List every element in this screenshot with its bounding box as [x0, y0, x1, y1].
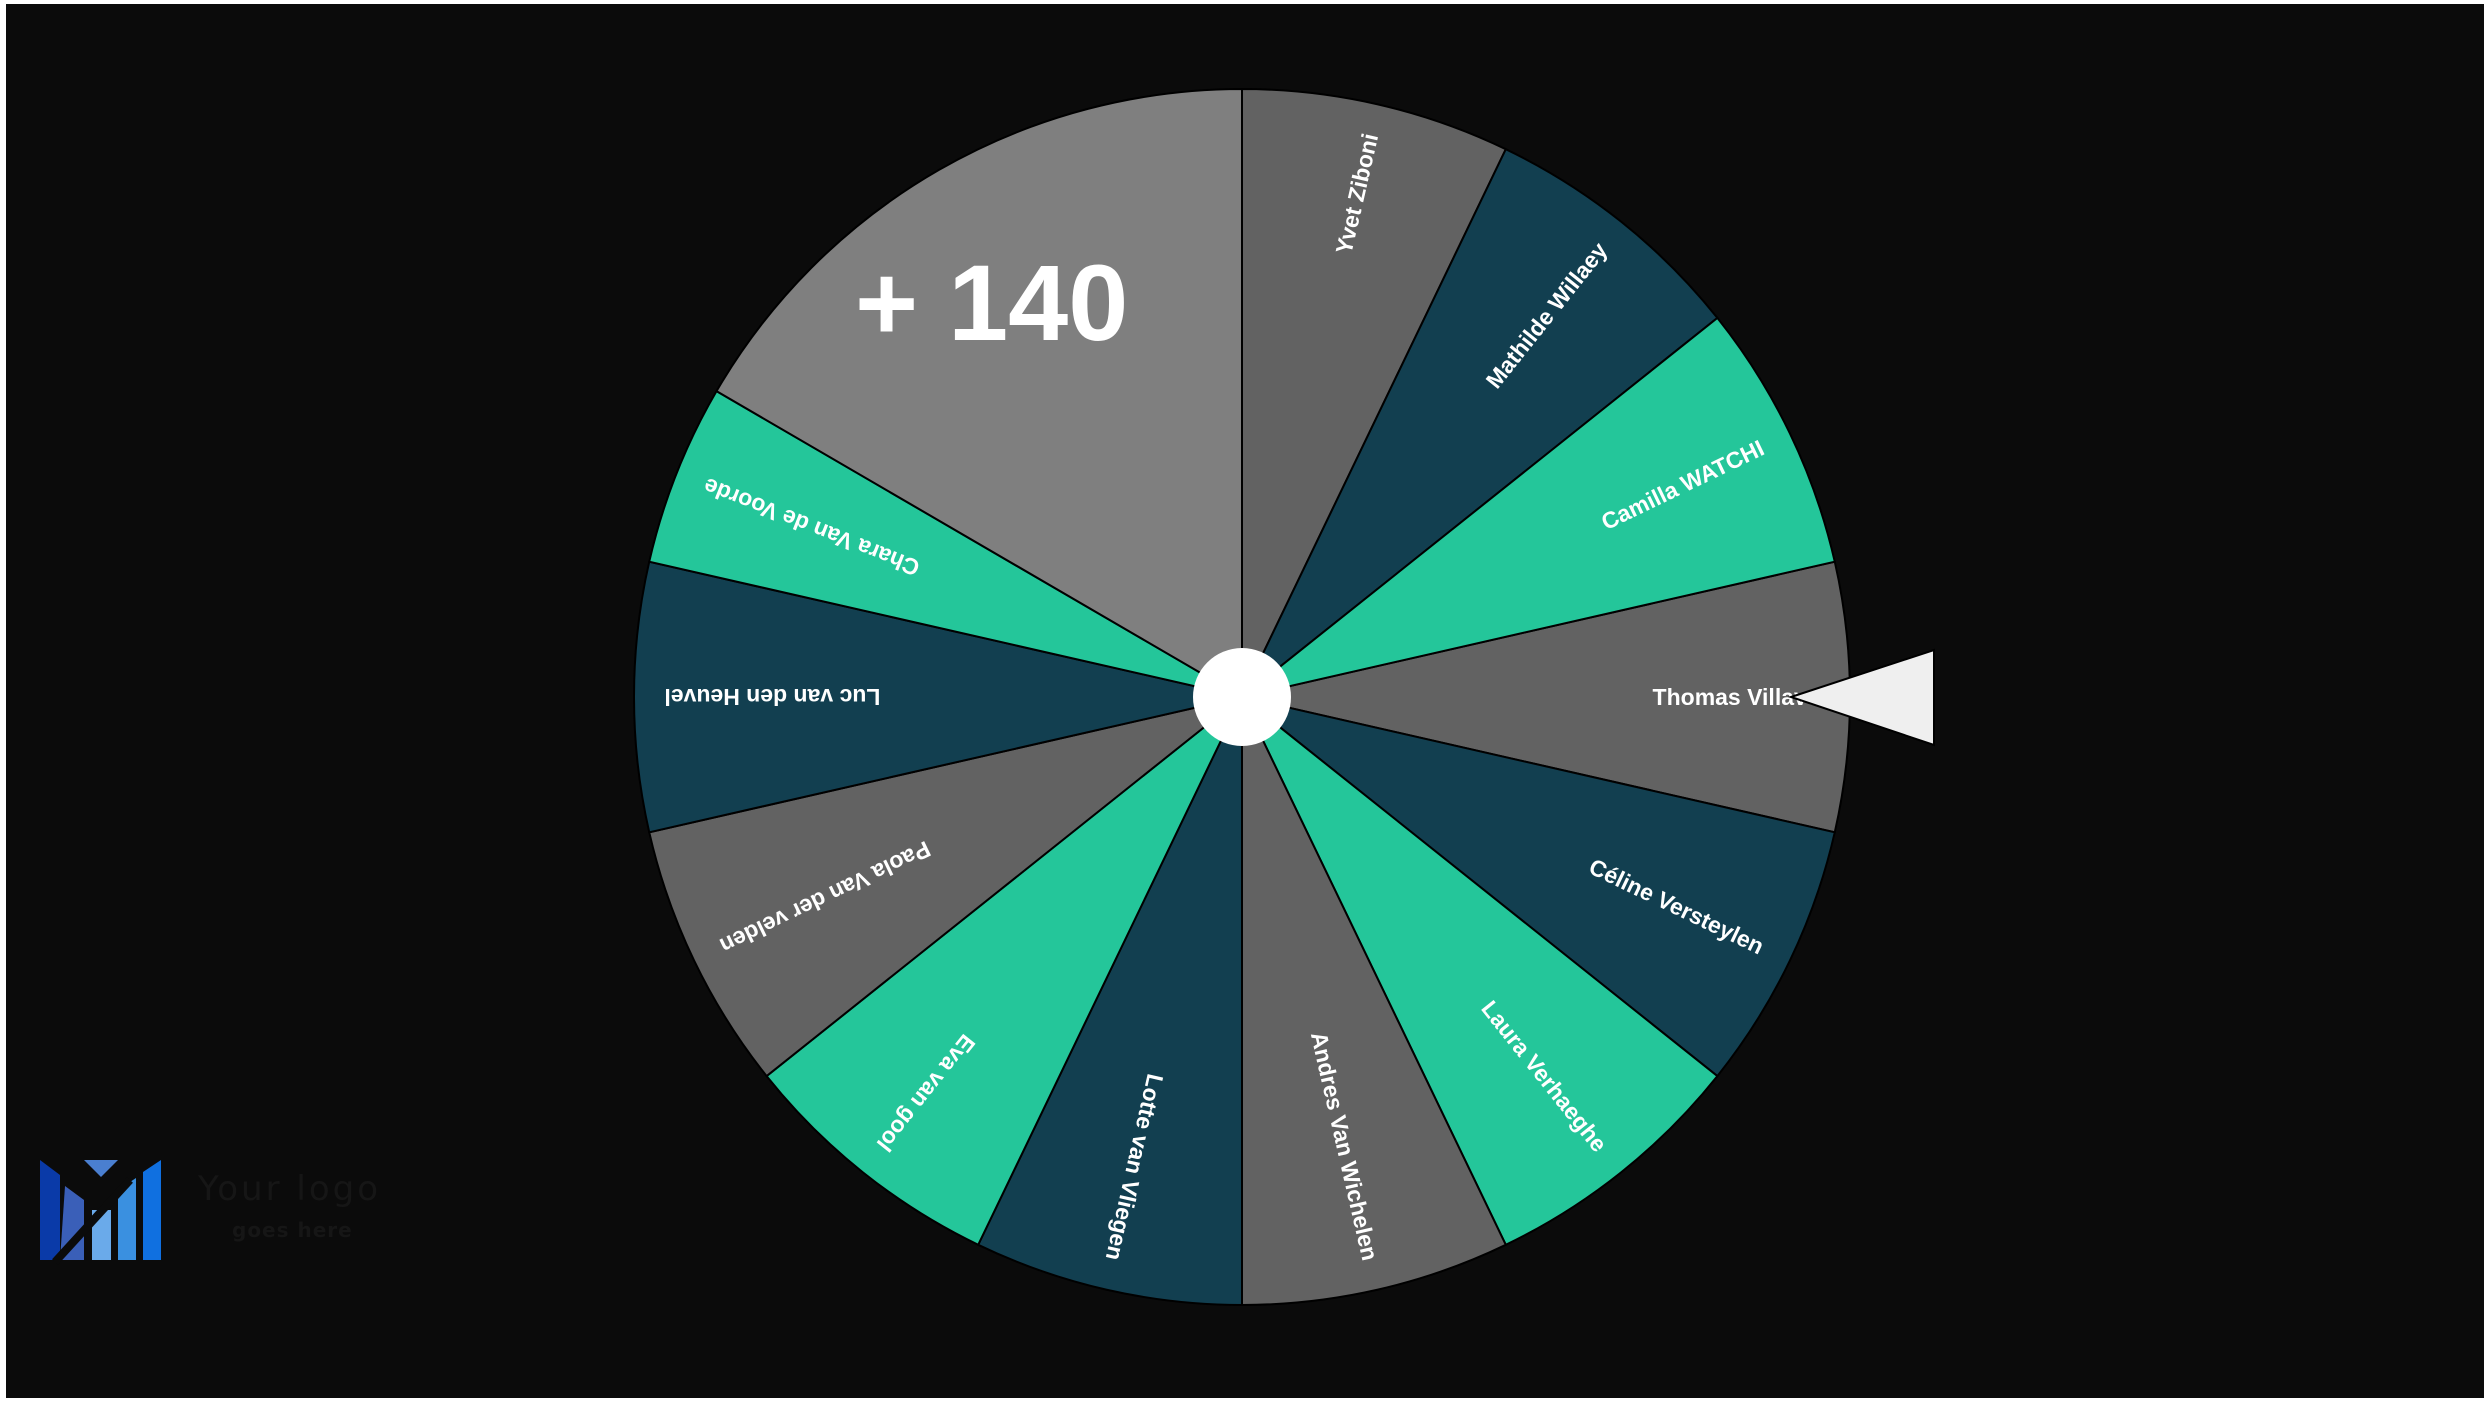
wheel-segment [765, 696, 1243, 1247]
wheel-segment [1241, 87, 1508, 698]
wheel-segment-label: Luc van den Heuvel [664, 684, 880, 710]
wheel-segment [1241, 147, 1719, 698]
wheel-segment [1241, 696, 1836, 1078]
logo-mark-icon [40, 1160, 161, 1265]
wheel-segment-hidden-entries [715, 87, 1243, 699]
wheel-segment [976, 696, 1243, 1307]
logo-tagline: goes here [232, 1218, 353, 1242]
wheel-segment [648, 389, 1243, 698]
wheel-segment [633, 560, 1243, 834]
hidden-entries-count: + 140 [855, 242, 1128, 363]
wheel-segment [1241, 696, 1508, 1307]
pointer-icon [1787, 648, 1935, 747]
wheel-segment [648, 696, 1243, 1078]
logo-text: Your logo [197, 1169, 381, 1209]
wheel-segment [1241, 316, 1836, 698]
wheel-segment [1241, 696, 1719, 1247]
logo: Your logo goes here [40, 1160, 381, 1265]
wheel-hub-spin-button[interactable] [1193, 648, 1291, 746]
